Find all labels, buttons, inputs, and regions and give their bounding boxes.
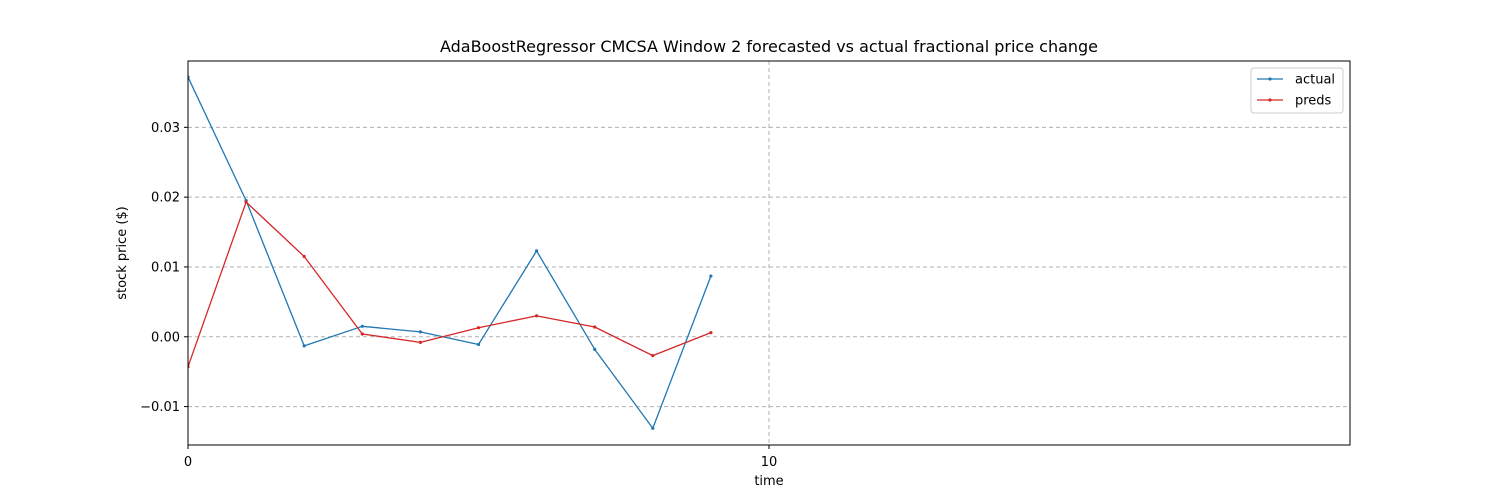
y-tick-label: 0.01 <box>151 260 180 275</box>
data-point-preds <box>593 325 597 329</box>
legend-marker-actual <box>1268 77 1272 81</box>
x-tick-label: 10 <box>761 455 778 470</box>
legend: actual preds <box>1250 67 1344 114</box>
legend-label-preds: preds <box>1295 94 1332 109</box>
y-tick-label: 0.00 <box>151 330 180 345</box>
data-point-preds <box>651 354 655 358</box>
y-tick-label: −0.01 <box>140 400 180 415</box>
x-axis-label: time <box>754 474 783 489</box>
data-point-preds <box>360 332 364 336</box>
data-point-actual <box>476 342 481 347</box>
data-point-preds <box>418 340 422 344</box>
y-tick-label: 0.02 <box>151 191 180 206</box>
data-point-actual <box>535 249 539 253</box>
chart-title: AdaBoostRegressor CMCSA Window 2 forecas… <box>440 37 1098 56</box>
data-point-actual <box>651 426 655 430</box>
legend-entries: actual preds <box>1257 73 1335 109</box>
legend-marker-preds <box>1268 98 1272 102</box>
data-point-actual <box>360 324 364 328</box>
x-tick-label: 0 <box>184 455 192 470</box>
data-point-preds <box>244 200 248 204</box>
data-point-preds <box>535 314 539 318</box>
grid-lines <box>187 61 1350 445</box>
y-tick-label: 0.03 <box>151 121 180 136</box>
y-axis-label: stock price ($) <box>115 206 130 300</box>
data-point-preds <box>709 330 713 335</box>
plot-series <box>188 75 713 430</box>
data-point-preds <box>302 254 306 259</box>
series-line-actual <box>188 76 712 429</box>
data-point-preds <box>476 326 481 330</box>
legend-label-actual: actual <box>1295 73 1335 88</box>
axis-ticks: −0.01 0.00 0.01 0.02 0.03 0 10 <box>140 121 777 470</box>
data-point-actual <box>593 347 597 351</box>
data-point-actual <box>709 274 713 278</box>
series-line-preds <box>188 201 712 368</box>
data-point-actual <box>418 330 422 334</box>
data-point-actual <box>302 344 306 348</box>
